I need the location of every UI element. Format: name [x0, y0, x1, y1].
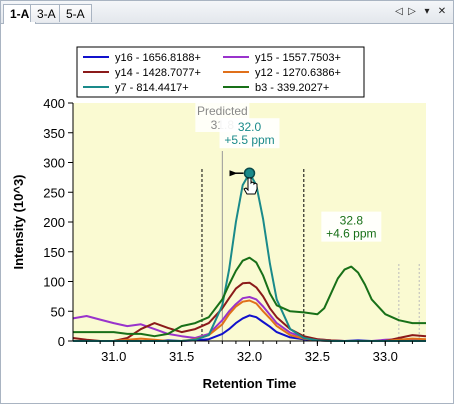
- peak-label-rt: 32.0: [238, 120, 262, 134]
- predicted-label: Predicted: [197, 104, 248, 118]
- x-tick-label: 32.5: [305, 349, 330, 364]
- legend: y16 - 1656.8188+ y14 - 1428.7077+ y7 - 814…: [83, 52, 341, 94]
- selected-peak-marker: [243, 167, 256, 179]
- peak-label-rt: 32.8: [340, 214, 364, 228]
- tab-5-a[interactable]: 5-A: [59, 4, 92, 22]
- y-tick-label: 0: [58, 334, 65, 349]
- legend-label: y7 - 814.4417+: [115, 82, 189, 94]
- tab-next-icon[interactable]: ▷: [408, 6, 416, 17]
- tab-3-a[interactable]: 3-A: [30, 4, 63, 22]
- y-tick-label: 300: [43, 156, 65, 171]
- hand-cursor-icon: [243, 177, 258, 195]
- y-tick-label: 200: [43, 215, 65, 230]
- y-tick-label: 350: [43, 126, 65, 141]
- axes: 0 50 100 150 200 250 300 350 400 31.0 31.5 32.0 32.5…: [11, 96, 426, 391]
- x-tick-label: 32.0: [237, 349, 262, 364]
- legend-label: b3 - 339.2027+: [255, 82, 329, 94]
- y-tick-label: 400: [43, 96, 65, 111]
- x-tick-label: 31.5: [169, 349, 194, 364]
- y-tick-label: 100: [43, 275, 65, 290]
- legend-label: y12 - 1270.6386+: [255, 67, 341, 79]
- y-tick-label: 150: [43, 245, 65, 260]
- x-axis-title: Retention Time: [203, 376, 297, 391]
- tab-bar: 1-A 3-A 5-A ◁ ▷ ▾ ✕: [1, 1, 453, 24]
- close-icon[interactable]: ✕: [437, 6, 447, 17]
- tab-menu-icon[interactable]: ▾: [424, 6, 430, 17]
- y-tick-label: 50: [51, 304, 65, 319]
- legend-box: [76, 46, 365, 98]
- peak-label-bg: [219, 118, 280, 149]
- x-tick-label: 31.0: [101, 349, 126, 364]
- peak-label-bg: [321, 211, 382, 242]
- peak-label-ppm: +5.5 ppm: [224, 133, 274, 147]
- y-tick-label: 250: [43, 185, 65, 200]
- series-line-b3: [73, 256, 426, 338]
- chromatogram-chart[interactable]: 0 50 100 150 200 250 300 350 400 31.0 31.5 32.0 32.5…: [1, 24, 453, 403]
- peak-label-ppm: +4.6 ppm: [326, 227, 376, 241]
- y-axis-title: Intensity (10^3): [11, 174, 26, 269]
- legend-label: y14 - 1428.7077+: [115, 67, 201, 79]
- legend-label: y15 - 1557.7503+: [255, 52, 341, 64]
- legend-label: y16 - 1656.8188+: [115, 52, 201, 64]
- tab-prev-icon[interactable]: ◁: [395, 6, 403, 17]
- x-tick-label: 33.0: [373, 349, 398, 364]
